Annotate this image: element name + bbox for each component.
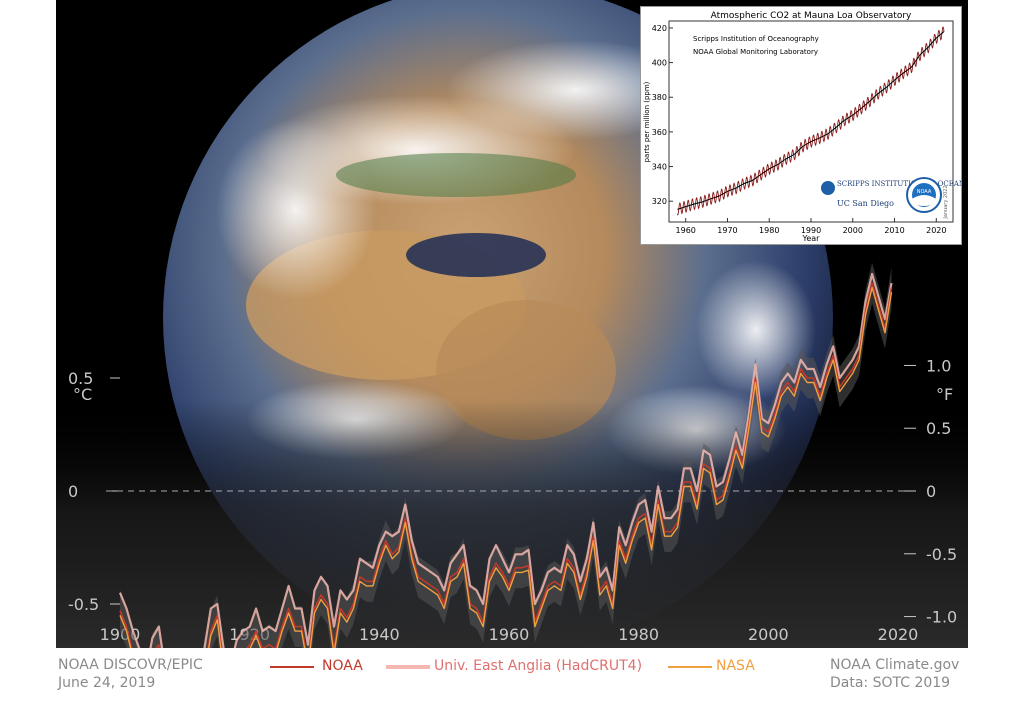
ucsd-logo-text: UC San Diego: [837, 199, 894, 208]
legend-label-noaa: NOAA: [322, 658, 363, 674]
data-source: Data: SOTC 2019: [830, 675, 951, 691]
image-source: NOAA DISCOVR/EPIC: [58, 657, 203, 673]
series-line-nasa: [119, 286, 893, 648]
y-tick-label-left: -0.5: [68, 595, 99, 614]
co2-inset-chart: Atmospheric CO2 at Mauna Loa Observatory…: [640, 6, 962, 245]
inset-y-tick-label: 340: [652, 163, 667, 172]
inset-y-tick-label: 360: [652, 128, 667, 137]
x-tick-label: 2000: [748, 625, 789, 644]
inset-x-tick-label: 2000: [843, 226, 863, 235]
x-tick-label: 1940: [359, 625, 400, 644]
co2-chart-svg: Atmospheric CO2 at Mauna Loa Observatory…: [643, 11, 961, 243]
x-tick-label: 1980: [618, 625, 659, 644]
y-tick-label-right: 0.5: [926, 419, 951, 438]
scripps-logo-icon: [821, 181, 835, 195]
footer-source-left: NOAA DISCOVR/EPIC June 24, 2019: [58, 656, 203, 692]
y-tick-label-left: 0.5: [68, 369, 93, 388]
inset-y-tick-label: 320: [652, 197, 667, 206]
inset-x-tick-label: 1990: [801, 226, 821, 235]
inset-x-tick-label: 1980: [759, 226, 779, 235]
y-tick-label-right: 1.0: [926, 356, 951, 375]
series-line-noaa: [119, 282, 893, 648]
inset-y-tick-label: 420: [652, 24, 667, 33]
legend-swatch-nasa: [668, 666, 712, 668]
legend-label-nasa: NASA: [716, 658, 755, 674]
institution-logos: SCRIPPS INSTITUTION OF OCEANOGRAPHY UC S…: [821, 177, 961, 213]
y-axis-label-celsius: °C: [73, 385, 92, 404]
inset-title: Atmospheric CO2 at Mauna Loa Observatory: [711, 11, 912, 21]
footer-source-right: NOAA Climate.gov Data: SOTC 2019: [830, 656, 959, 692]
publisher: NOAA Climate.gov: [830, 657, 960, 673]
inset-y-tick-label: 400: [652, 59, 667, 68]
inset-x-tick-label: 1970: [717, 226, 737, 235]
inset-subtitle-scripps: Scripps Institution of Oceanography: [693, 35, 819, 43]
series-line-hadcrut4: [118, 272, 893, 648]
co2-trend-line: [677, 31, 945, 210]
x-tick-label: 2020: [878, 625, 919, 644]
image-date: June 24, 2019: [58, 675, 156, 691]
inset-x-tick-label: 2010: [884, 226, 904, 235]
legend-swatch-hadcrut4: [386, 665, 430, 669]
inset-subtitle-noaa: NOAA Global Monitoring Laboratory: [693, 48, 818, 56]
legend-label-hadcrut4: Univ. East Anglia (HadCRUT4): [434, 658, 643, 674]
inset-x-tick-label: 2020: [926, 226, 946, 235]
scripps-logo-text: SCRIPPS INSTITUTION OF OCEANOGRAPHY: [837, 180, 961, 188]
co2-monthly-line: [676, 26, 945, 216]
y-tick-label-left: 0: [68, 482, 78, 501]
inset-x-tick-label: 1960: [676, 226, 696, 235]
inset-y-tick-label: 380: [652, 93, 667, 102]
y-tick-label-right: -0.5: [926, 545, 957, 564]
inset-x-axis-label: Year: [802, 234, 821, 243]
inset-y-axis-label: parts per million (ppm): [643, 81, 651, 162]
y-axis-label-fahrenheit: °F: [936, 385, 953, 404]
inset-side-note: January 2022: [943, 185, 949, 219]
legend-swatch-noaa: [270, 666, 314, 668]
x-tick-label: 1960: [489, 625, 530, 644]
noaa-logo-text: NOAA: [917, 189, 932, 195]
y-tick-label-right: 0: [926, 482, 936, 501]
y-tick-label-right: -1.0: [926, 608, 957, 627]
